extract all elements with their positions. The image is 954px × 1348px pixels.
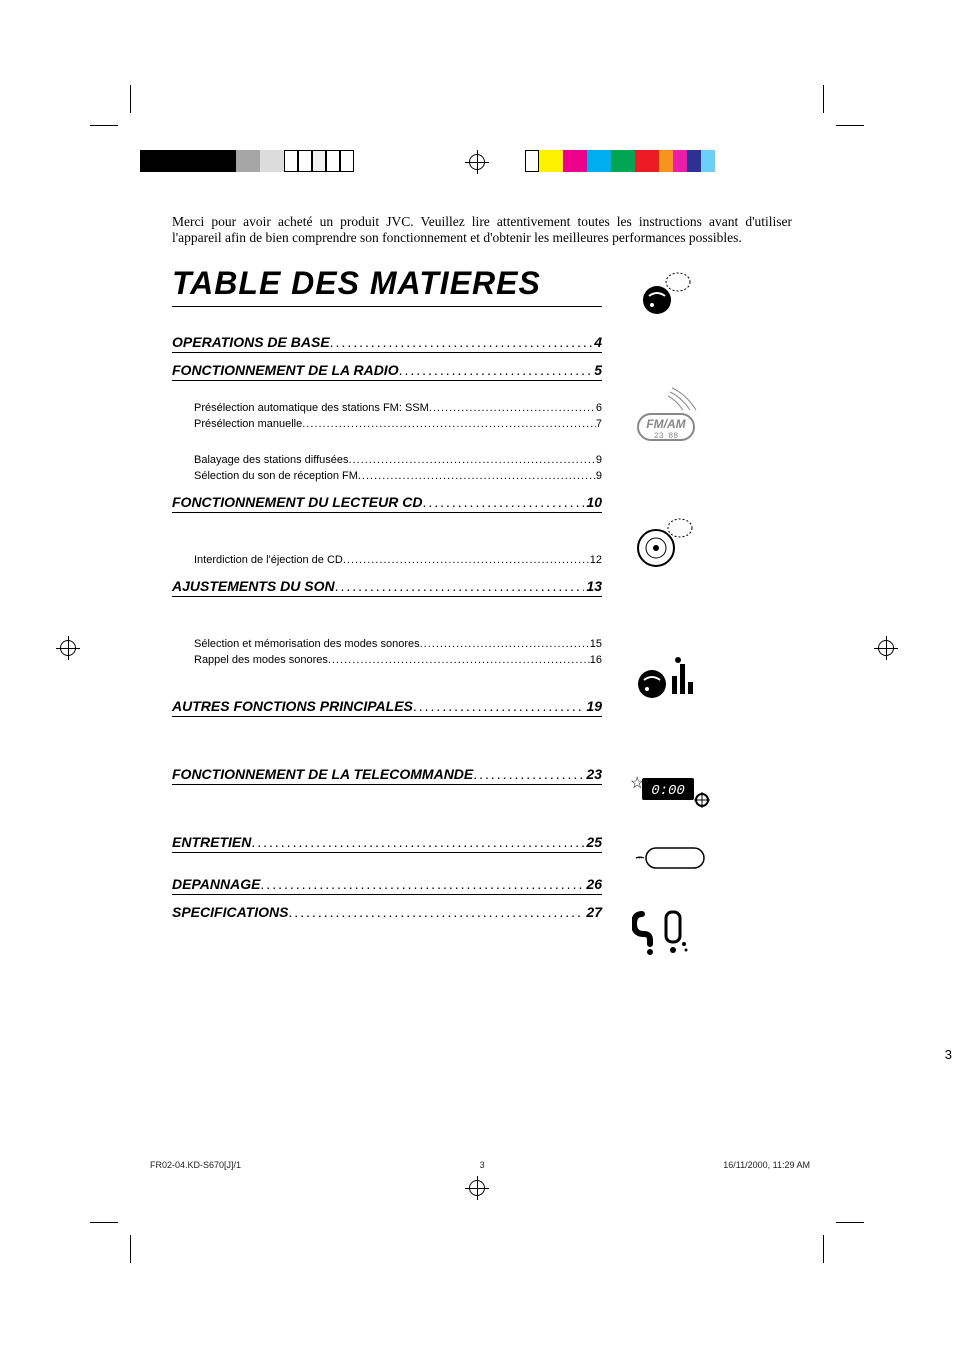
toc-page: 25 (584, 834, 602, 850)
registration-mark (60, 640, 76, 656)
toc-section: SPECIFICATIONS 27 (172, 901, 602, 922)
toc-page: 5 (592, 362, 602, 378)
toc-sub-page: 6 (596, 401, 602, 417)
toc-sub-label: Balayage des stations diffusées (194, 453, 349, 469)
toc-section: ENTRETIEN 25 (172, 831, 602, 853)
toc-leaders (260, 876, 584, 892)
radio-icon: FM/AM 23 88 (632, 386, 704, 446)
toc-section: FONCTIONNEMENT DE LA TELECOMMANDE 23 (172, 763, 602, 785)
toc-leaders (302, 417, 596, 433)
toc-leaders (399, 362, 593, 378)
toc-section-label: SPECIFICATIONS (172, 904, 288, 920)
print-footer: FR02-04.KD-S670[J]/1 3 16/11/2000, 11:29… (150, 1160, 810, 1170)
table-of-contents: OPERATIONS DE BASE 4 FONCTIONNEMENT DE L… (172, 331, 602, 922)
registration-mark (469, 1180, 485, 1196)
color-bar-left (140, 150, 354, 172)
page-title: TABLE DES MATIERES (172, 265, 792, 302)
toc-section-label: FONCTIONNEMENT DE LA RADIO (172, 362, 399, 378)
toc-leaders (413, 698, 585, 714)
toc-page: 26 (584, 876, 602, 892)
toc-leaders (349, 453, 596, 469)
toc-sub-page: 9 (596, 469, 602, 485)
toc-sub: Rappel des modes sonores 16 (172, 653, 602, 669)
toc-leaders (343, 553, 590, 569)
registration-mark (469, 154, 485, 170)
footer-right: 16/11/2000, 11:29 AM (723, 1160, 810, 1170)
toc-page: 4 (592, 334, 602, 350)
toc-leaders (429, 401, 596, 417)
toc-sub-page: 15 (590, 637, 602, 653)
toc-section: DEPANNAGE 26 (172, 873, 602, 895)
toc-sub-label: Sélection du son de réception FM (194, 469, 358, 485)
toc-page: 23 (584, 766, 602, 782)
toc-sub-page: 12 (590, 553, 602, 569)
toc-sub-label: Présélection automatique des stations FM… (194, 401, 429, 417)
toc-sub: Sélection du son de réception FM 9 (172, 469, 602, 485)
toc-sub: Présélection automatique des stations FM… (172, 401, 602, 417)
toc-leaders (335, 578, 585, 594)
toc-section: FONCTIONNEMENT DE LA RADIO 5 (172, 359, 602, 381)
toc-sub-label: Sélection et mémorisation des modes sono… (194, 637, 420, 653)
toc-leaders (288, 904, 584, 920)
svg-text:23 88: 23 88 (654, 432, 678, 441)
registration-mark (878, 640, 894, 656)
svg-text:0:00: 0:00 (651, 783, 685, 799)
toc-sub: Interdiction de l'éjection de CD 12 (172, 553, 602, 569)
footer-center: 3 (480, 1160, 485, 1170)
toc-section-label: AJUSTEMENTS DU SON (172, 578, 335, 594)
color-bar-right (525, 150, 715, 172)
toc-page: 27 (584, 904, 602, 920)
toc-sub-label: Présélection manuelle (194, 417, 302, 433)
toc-sub-page: 16 (590, 653, 602, 669)
toc-sub: Présélection manuelle 7 (172, 417, 602, 433)
remote-icon (628, 840, 708, 874)
toc-leaders (422, 494, 584, 510)
clock-icon: ☆ 0:00 (620, 772, 710, 812)
toc-sub-label: Rappel des modes sonores (194, 653, 328, 669)
toc-sub-page: 7 (596, 417, 602, 433)
question-icon (632, 908, 692, 956)
toc-leaders (328, 653, 590, 669)
toc-sub-label: Interdiction de l'éjection de CD (194, 553, 343, 569)
toc-leaders (358, 469, 596, 485)
cd-icon (634, 518, 694, 568)
toc-leaders (473, 766, 584, 782)
toc-page: 19 (584, 698, 602, 714)
toc-page: 10 (584, 494, 602, 510)
toc-section-label: FONCTIONNEMENT DE LA TELECOMMANDE (172, 766, 473, 782)
toc-section: FONCTIONNEMENT DU LECTEUR CD 10 (172, 491, 602, 513)
equalizer-icon (632, 650, 696, 700)
intro-text: Merci pour avoir acheté un produit JVC. … (172, 214, 792, 248)
toc-section: AJUSTEMENTS DU SON 13 (172, 575, 602, 597)
toc-leaders (251, 834, 584, 850)
page-number: 3 (945, 1047, 952, 1062)
toc-section-label: OPERATIONS DE BASE (172, 334, 330, 350)
toc-section-label: AUTRES FONCTIONS PRINCIPALES (172, 698, 413, 714)
toc-section: OPERATIONS DE BASE 4 (172, 331, 602, 353)
toc-section-label: FONCTIONNEMENT DU LECTEUR CD (172, 494, 422, 510)
toc-leaders (330, 334, 593, 350)
tuning-knob-icon (632, 272, 692, 316)
svg-text:FM/AM: FM/AM (646, 417, 686, 431)
title-rule (172, 306, 602, 307)
toc-sub-page: 9 (596, 453, 602, 469)
toc-section-label: ENTRETIEN (172, 834, 251, 850)
toc-section: AUTRES FONCTIONS PRINCIPALES 19 (172, 695, 602, 717)
toc-sub: Sélection et mémorisation des modes sono… (172, 637, 602, 653)
footer-left: FR02-04.KD-S670[J]/1 (150, 1160, 241, 1170)
toc-sub: Balayage des stations diffusées 9 (172, 453, 602, 469)
toc-section-label: DEPANNAGE (172, 876, 260, 892)
toc-leaders (420, 637, 590, 653)
toc-page: 13 (584, 578, 602, 594)
